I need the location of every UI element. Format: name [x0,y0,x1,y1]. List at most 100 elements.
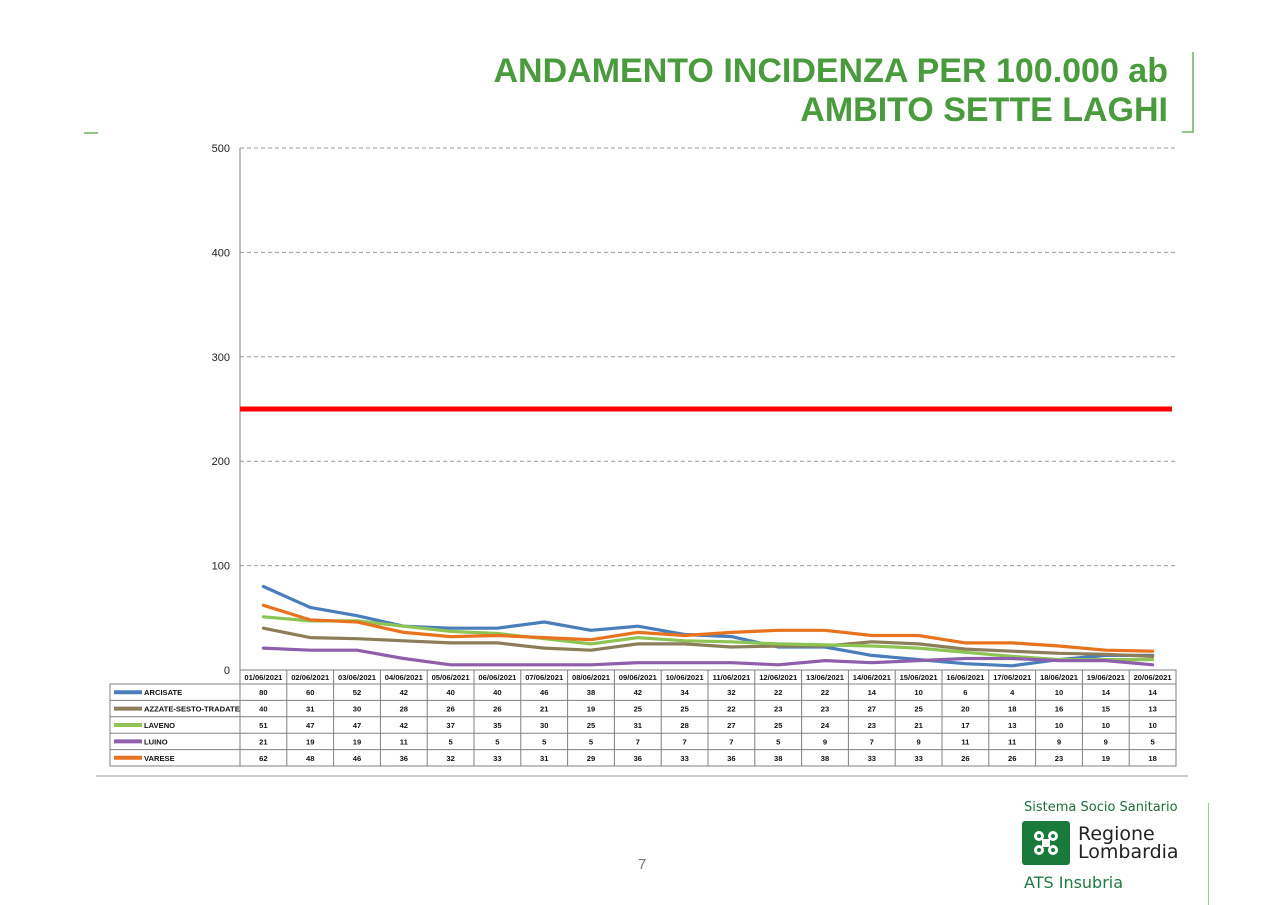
slide-title: ANDAMENTO INCIDENZA PER 100.000 ab AMBIT… [494,52,1169,130]
data-cell: 24 [821,721,830,730]
data-cell: 6 [963,688,967,697]
logo-system-text: Sistema Socio Sanitario [1024,800,1178,815]
data-cell: 7 [870,737,874,746]
y-tick-label: 0 [224,665,230,677]
data-cell: 36 [727,754,735,763]
data-cell: 40 [259,705,267,714]
x-tick-label: 17/06/2021 [993,673,1032,682]
data-cell: 37 [446,721,454,730]
x-tick-label: 07/06/2021 [525,673,564,682]
data-cell: 5 [776,737,781,746]
logo-region-line-2: Lombardia [1078,841,1179,863]
data-cell: 18 [1008,705,1016,714]
data-cell: 7 [729,737,733,746]
data-cell: 30 [540,721,548,730]
incidence-chart: 0 100 200 300 400 500 01/06/2021 02/06/2021 03/0… [96,143,1188,777]
data-cell: 26 [493,705,501,714]
data-cell: 27 [868,705,876,714]
page-number: 7 [638,856,647,873]
data-cell: 9 [1057,737,1061,746]
x-tick-label: 03/06/2021 [338,673,377,682]
data-cell: 23 [821,705,829,714]
data-cell: 32 [446,754,454,763]
data-cell: 62 [259,754,267,763]
title-frame-left-mark [84,132,98,134]
data-cell: 28 [400,705,408,714]
title-frame-right [1192,52,1194,132]
legend-label: AZZATE-SESTO-TRADATE [144,705,240,714]
data-cell: 10 [1055,721,1063,730]
x-tick-label: 05/06/2021 [432,673,471,682]
data-cell: 47 [306,721,314,730]
title-frame-bottom [1182,131,1194,133]
data-cell: 42 [634,688,642,697]
regione-lombardia-rose-icon [1022,821,1070,865]
data-cell: 9 [916,737,920,746]
legend-label: LAVENO [144,721,175,730]
data-cell: 22 [727,705,735,714]
data-cell: 21 [914,721,923,730]
data-cell: 29 [587,754,595,763]
data-cell: 23 [774,705,782,714]
data-cell: 38 [774,754,782,763]
x-tick-label: 15/06/2021 [900,673,939,682]
data-cell: 19 [587,705,595,714]
data-cell: 14 [1148,688,1157,697]
data-cell: 10 [1055,688,1063,697]
x-tick-label: 06/06/2021 [478,673,517,682]
data-cell: 17 [961,721,969,730]
logo-region-line-1: Regione [1078,823,1155,845]
y-tick-label: 100 [212,561,230,573]
data-cell: 10 [1148,721,1156,730]
x-tick-label: 14/06/2021 [853,673,892,682]
legend-label: VARESE [144,754,175,763]
data-cell: 23 [868,721,876,730]
data-cell: 47 [353,721,361,730]
logo-divider [1208,803,1209,905]
legend-label: LUINO [144,737,168,746]
data-cell: 9 [1104,737,1108,746]
data-cell: 19 [353,737,361,746]
data-cell: 27 [727,721,735,730]
data-cell: 42 [400,721,408,730]
data-cell: 5 [495,737,500,746]
x-tick-label: 16/06/2021 [946,673,985,682]
x-tick-label: 04/06/2021 [385,673,424,682]
logo-agency-text: ATS Insubria [1024,873,1124,892]
data-cell: 10 [1102,721,1110,730]
data-cell: 60 [306,688,314,697]
series-line-azzate-sesto-tradate [261,626,1155,659]
data-cell: 34 [680,688,689,697]
data-cell: 35 [493,721,502,730]
data-cell: 23 [1055,754,1063,763]
data-cell: 9 [823,737,827,746]
data-cell: 36 [634,754,642,763]
data-cell: 80 [259,688,267,697]
series-line-laveno [261,615,1155,662]
data-cell: 33 [680,754,688,763]
data-cell: 32 [727,688,735,697]
data-cell: 46 [540,688,548,697]
x-tick-label: 12/06/2021 [759,673,798,682]
data-cell: 40 [446,688,454,697]
data-cell: 22 [774,688,782,697]
data-cell: 40 [493,688,501,697]
data-cell: 7 [636,737,640,746]
data-cell: 14 [868,688,877,697]
data-cell: 31 [306,705,315,714]
data-cell: 5 [1150,737,1155,746]
data-cell: 25 [634,705,643,714]
data-cell: 28 [680,721,688,730]
data-cell: 21 [540,705,549,714]
data-cell: 5 [542,737,547,746]
x-tick-label: 13/06/2021 [806,673,845,682]
data-cell: 30 [353,705,361,714]
data-cell: 25 [587,721,596,730]
data-cell: 19 [306,737,314,746]
x-tick-label: 01/06/2021 [244,673,283,682]
data-cell: 26 [961,754,969,763]
data-cell: 19 [1102,754,1110,763]
data-cell: 13 [1148,705,1156,714]
y-tick-label: 400 [212,247,230,259]
data-cell: 25 [774,721,783,730]
